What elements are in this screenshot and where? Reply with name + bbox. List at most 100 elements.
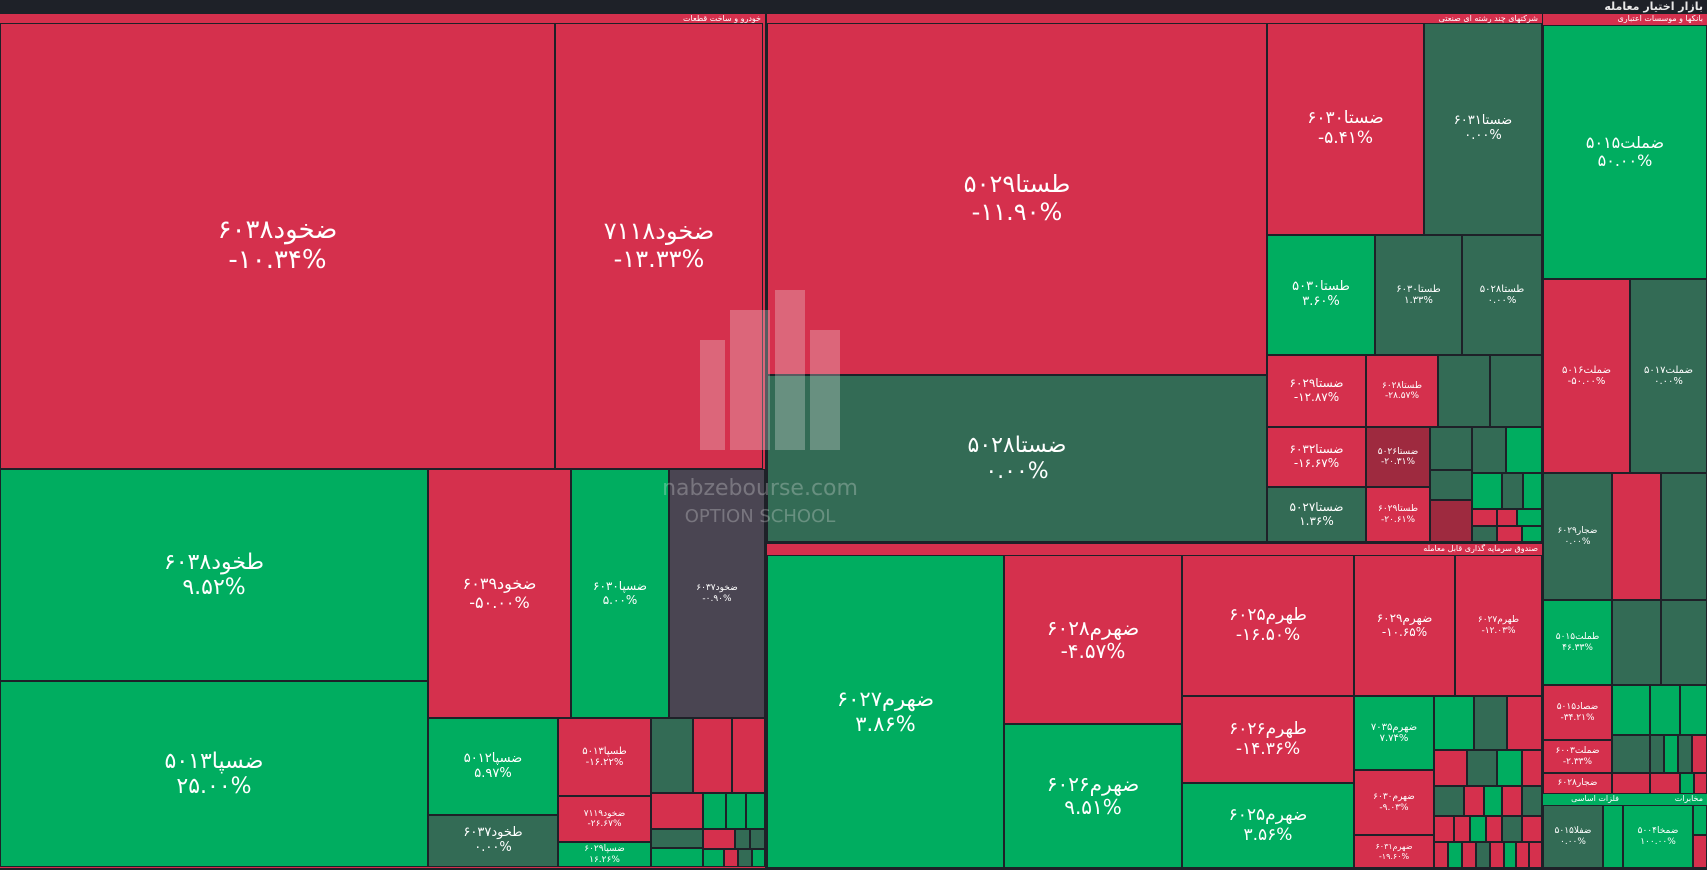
treemap-tile[interactable]: ضهرم۶۰۲۸ -۴.۵۷%	[1004, 555, 1182, 724]
treemap-tile[interactable]	[651, 829, 703, 848]
treemap-tile[interactable]	[1678, 735, 1692, 773]
treemap-tile[interactable]	[703, 793, 726, 829]
treemap-tile[interactable]	[1438, 355, 1490, 427]
treemap-tile[interactable]	[651, 848, 703, 867]
treemap-tile[interactable]: ضستا۶۰۳۰ -۵.۴۱%	[1267, 23, 1424, 235]
treemap-tile[interactable]	[1522, 816, 1542, 842]
treemap-tile[interactable]	[1476, 842, 1490, 868]
treemap-tile[interactable]: ضهرم۶۰۲۶ ۹.۵۱%	[1004, 724, 1182, 868]
treemap-tile[interactable]	[1612, 600, 1661, 685]
treemap-tile[interactable]: ضسپا۵۰۱۳ ۲۵.۰۰%	[0, 681, 428, 867]
treemap-tile[interactable]	[1502, 786, 1522, 816]
treemap-tile[interactable]	[1474, 696, 1507, 750]
treemap-tile[interactable]	[1506, 427, 1542, 473]
treemap-tile[interactable]: ضملت۵۰۱۷ ۰.۰۰%	[1630, 279, 1707, 473]
treemap-tile[interactable]	[1522, 786, 1542, 816]
treemap-tile[interactable]	[1462, 842, 1476, 868]
treemap-tile[interactable]: ضستا۶۰۳۱ ۰.۰۰%	[1424, 23, 1542, 235]
treemap-tile[interactable]	[1430, 427, 1472, 470]
treemap-tile[interactable]: طستا۶۰۲۹ -۲۰.۶۱%	[1366, 487, 1430, 542]
treemap-tile[interactable]	[724, 849, 738, 867]
treemap-tile[interactable]	[1529, 842, 1542, 868]
treemap-tile[interactable]	[703, 829, 735, 849]
treemap-tile[interactable]: طهرم۶۰۲۷ -۱۲.۰۳%	[1455, 555, 1542, 696]
treemap-tile[interactable]	[1430, 500, 1472, 542]
treemap-tile[interactable]: ضهرم۷۰۳۵ ۷.۷۴%	[1354, 696, 1434, 770]
treemap-tile[interactable]	[1464, 786, 1484, 816]
treemap-tile[interactable]	[732, 718, 765, 793]
treemap-tile[interactable]	[1516, 842, 1529, 868]
treemap-tile[interactable]: ضمخا۵۰۰۴ ۱۰۰.۰۰%	[1623, 805, 1693, 868]
treemap-tile[interactable]	[1434, 842, 1448, 868]
treemap-tile[interactable]	[1517, 509, 1542, 526]
treemap-tile[interactable]	[1434, 816, 1454, 842]
treemap-tile[interactable]: ضهرم۶۰۲۷ ۳.۸۶%	[767, 555, 1004, 868]
treemap-tile[interactable]: طستا۵۰۲۹ -۱۱.۹۰%	[767, 23, 1267, 375]
treemap-tile[interactable]: ضستا۶۰۲۹ -۱۲.۸۷%	[1267, 355, 1366, 427]
treemap-tile[interactable]	[1470, 816, 1486, 842]
treemap-tile[interactable]	[1472, 427, 1506, 473]
treemap-tile[interactable]: ضجار۶۰۲۸	[1543, 773, 1612, 794]
treemap-tile[interactable]: ضسپا۶۰۲۹ ۱۶.۲۶%	[558, 842, 651, 867]
treemap-tile[interactable]	[1472, 509, 1497, 526]
treemap-tile[interactable]	[1486, 816, 1502, 842]
treemap-tile[interactable]: طخود۶۰۳۸ ۹.۵۲%	[0, 469, 428, 681]
treemap-tile[interactable]	[1680, 685, 1707, 735]
treemap-tile[interactable]	[1490, 842, 1504, 868]
treemap-tile[interactable]: ضخود۶۰۳۷ -۰.۹۰%	[669, 469, 765, 718]
treemap-tile[interactable]: ضستا۶۰۳۲ -۱۶.۶۷%	[1267, 427, 1366, 487]
treemap-tile[interactable]	[1612, 473, 1661, 600]
treemap-tile[interactable]: طستا۶۰۳۰ ۱.۳۳%	[1375, 235, 1462, 355]
treemap-tile[interactable]	[1661, 600, 1707, 685]
treemap-tile[interactable]	[1694, 773, 1707, 794]
treemap-tile[interactable]: طسپا۵۰۱۳ -۱۶.۲۲%	[558, 718, 651, 796]
treemap-tile[interactable]	[1497, 750, 1522, 786]
treemap-tile[interactable]: ضهرم۶۰۳۰ -۹.۰۳%	[1354, 770, 1434, 835]
treemap-tile[interactable]	[1484, 786, 1502, 816]
treemap-tile[interactable]	[750, 829, 765, 849]
treemap-tile[interactable]: طملت۵۰۱۵ ۴۶.۳۳%	[1543, 600, 1612, 685]
treemap-tile[interactable]: طستا۵۰۳۰ ۳.۶۰%	[1267, 235, 1375, 355]
treemap-tile[interactable]	[651, 718, 693, 793]
treemap-tile[interactable]	[1472, 473, 1502, 509]
treemap-tile[interactable]	[1692, 735, 1707, 773]
treemap-tile[interactable]	[1502, 473, 1523, 509]
treemap-tile[interactable]	[1693, 805, 1707, 835]
treemap-tile[interactable]	[1430, 470, 1472, 500]
treemap-tile[interactable]	[1522, 750, 1542, 786]
treemap-tile[interactable]	[1434, 786, 1464, 816]
treemap-tile[interactable]	[1434, 696, 1474, 750]
treemap-tile[interactable]	[1523, 473, 1542, 509]
treemap-tile[interactable]: ضصاد۵۰۱۵ -۳۴.۲۱%	[1543, 685, 1612, 740]
treemap-tile[interactable]: ضخود۶۰۳۹ -۵۰.۰۰%	[428, 469, 571, 718]
treemap-tile[interactable]	[1434, 750, 1467, 786]
treemap-tile[interactable]	[746, 793, 765, 829]
treemap-tile[interactable]	[1650, 735, 1664, 773]
treemap-tile[interactable]: طهرم۶۰۲۵ -۱۶.۵۰%	[1182, 555, 1354, 696]
treemap-tile[interactable]	[1502, 816, 1522, 842]
treemap-tile[interactable]: طهرم۶۰۲۶ -۱۴.۳۶%	[1182, 696, 1354, 783]
treemap-tile[interactable]	[752, 849, 765, 867]
treemap-tile[interactable]	[1472, 526, 1497, 542]
treemap-tile[interactable]: ضستا۵۰۲۸ ۰.۰۰%	[767, 375, 1267, 542]
treemap-tile[interactable]	[738, 849, 752, 867]
treemap-tile[interactable]	[1497, 526, 1522, 542]
treemap-tile[interactable]: طستا۵۰۲۸ ۰.۰۰%	[1462, 235, 1542, 355]
treemap-tile[interactable]: ضهرم۶۰۳۱ -۱۹.۶۰%	[1354, 835, 1434, 868]
treemap-tile[interactable]	[726, 793, 746, 829]
treemap-tile[interactable]	[1612, 773, 1650, 794]
treemap-tile[interactable]: ضخود۷۱۱۸ -۱۳.۳۳%	[555, 23, 763, 469]
treemap-tile[interactable]	[1507, 696, 1542, 750]
treemap-tile[interactable]	[1612, 735, 1650, 773]
treemap-tile[interactable]: ضملت۵۰۱۵ ۵۰.۰۰%	[1543, 25, 1707, 279]
treemap-tile[interactable]	[1522, 526, 1542, 542]
treemap-tile[interactable]: ضجار۶۰۲۹ ۰.۰۰%	[1543, 473, 1612, 600]
treemap-tile[interactable]	[1467, 750, 1497, 786]
treemap-tile[interactable]	[1448, 842, 1462, 868]
treemap-tile[interactable]: ضهرم۶۰۲۹ -۱۰.۶۵%	[1354, 555, 1455, 696]
treemap-tile[interactable]	[1661, 473, 1707, 600]
treemap-tile[interactable]: ضفلا۵۰۱۵ ۰.۰۰%	[1543, 805, 1603, 868]
treemap-tile[interactable]: ضسپا۵۰۱۲ ۵.۹۷%	[428, 718, 558, 815]
treemap-tile[interactable]	[1490, 355, 1542, 427]
treemap-tile[interactable]	[1504, 842, 1516, 868]
